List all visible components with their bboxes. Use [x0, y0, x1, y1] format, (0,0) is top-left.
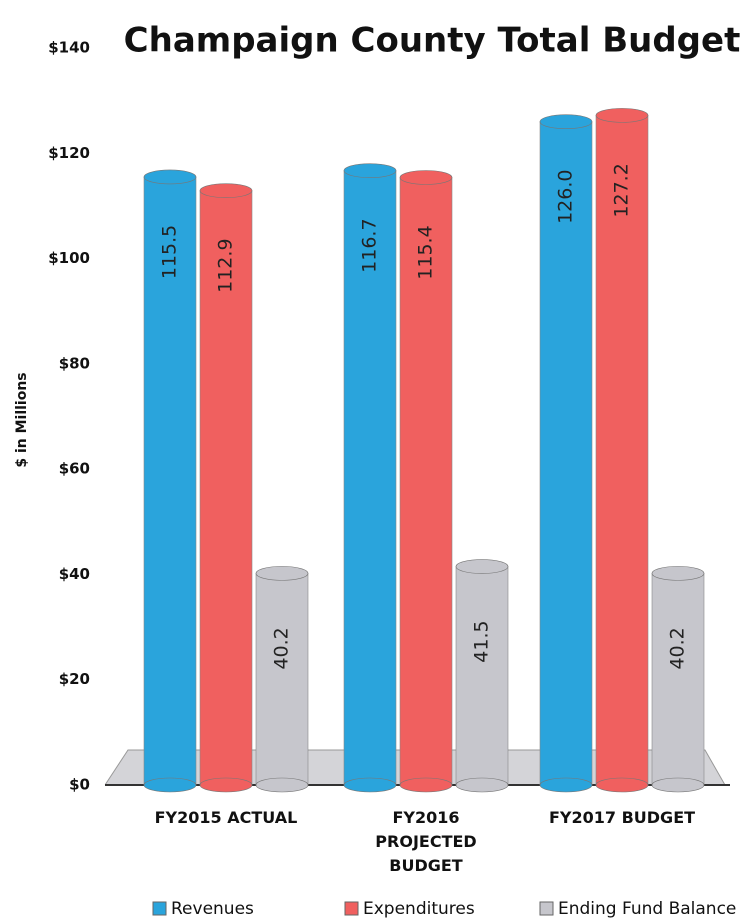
y-axis-label: $ in Millions	[14, 372, 30, 467]
y-tick-label: $60	[59, 460, 90, 478]
bar	[539, 121, 593, 786]
bar-bottom	[539, 777, 593, 793]
chart-title: Champaign County Total Budget	[124, 21, 741, 61]
legend-swatch	[344, 901, 359, 916]
bar-top	[199, 183, 253, 198]
bar-top	[343, 163, 397, 178]
bar-bottom	[399, 777, 453, 793]
value-label: 126.0	[555, 169, 577, 223]
value-label: 41.5	[471, 620, 493, 662]
value-label: 115.4	[415, 225, 437, 279]
y-tick-label: $20	[59, 670, 90, 688]
bar	[199, 190, 253, 786]
bar-top	[651, 566, 705, 581]
bar-bottom	[143, 777, 197, 793]
bar	[455, 566, 509, 786]
value-label: 40.2	[271, 627, 293, 669]
y-tick-label: $40	[59, 565, 90, 583]
bar-top	[595, 108, 649, 123]
value-label: 116.7	[359, 218, 381, 272]
x-tick-label: FY2016 PROJECTED BUDGET	[375, 808, 477, 875]
bar-top	[539, 114, 593, 129]
bar-top	[143, 169, 197, 185]
value-label: 127.2	[611, 163, 633, 217]
bar-top	[455, 559, 509, 574]
legend-swatch	[539, 901, 554, 916]
y-tick-label: $120	[48, 144, 90, 162]
bar-bottom	[595, 777, 649, 793]
bar	[651, 573, 705, 786]
value-label: 40.2	[667, 627, 689, 669]
bar	[595, 115, 649, 786]
bar-bottom	[651, 777, 705, 793]
bar-top	[399, 170, 453, 185]
y-tick-label: $100	[48, 249, 90, 267]
value-label: 112.9	[215, 238, 237, 292]
bar	[399, 177, 453, 786]
bar-bottom	[455, 777, 509, 793]
bar-bottom	[199, 777, 253, 793]
bar	[143, 176, 197, 786]
legend-label: Revenues	[171, 899, 254, 919]
y-tick-label: $0	[69, 776, 90, 794]
legend-label: Expenditures	[363, 899, 475, 919]
legend-swatch	[152, 901, 167, 916]
bar	[255, 573, 309, 786]
bar-top	[255, 566, 309, 581]
bar-bottom	[255, 777, 309, 793]
bar-bottom	[343, 777, 397, 793]
y-tick-label: $80	[59, 354, 90, 372]
y-tick-label: $140	[48, 39, 90, 57]
value-label: 115.5	[159, 225, 181, 279]
legend-label: Ending Fund Balance	[558, 899, 736, 919]
x-tick-label: FY2017 BUDGET	[548, 808, 696, 827]
x-tick-label: FY2015 ACTUAL	[154, 808, 298, 827]
